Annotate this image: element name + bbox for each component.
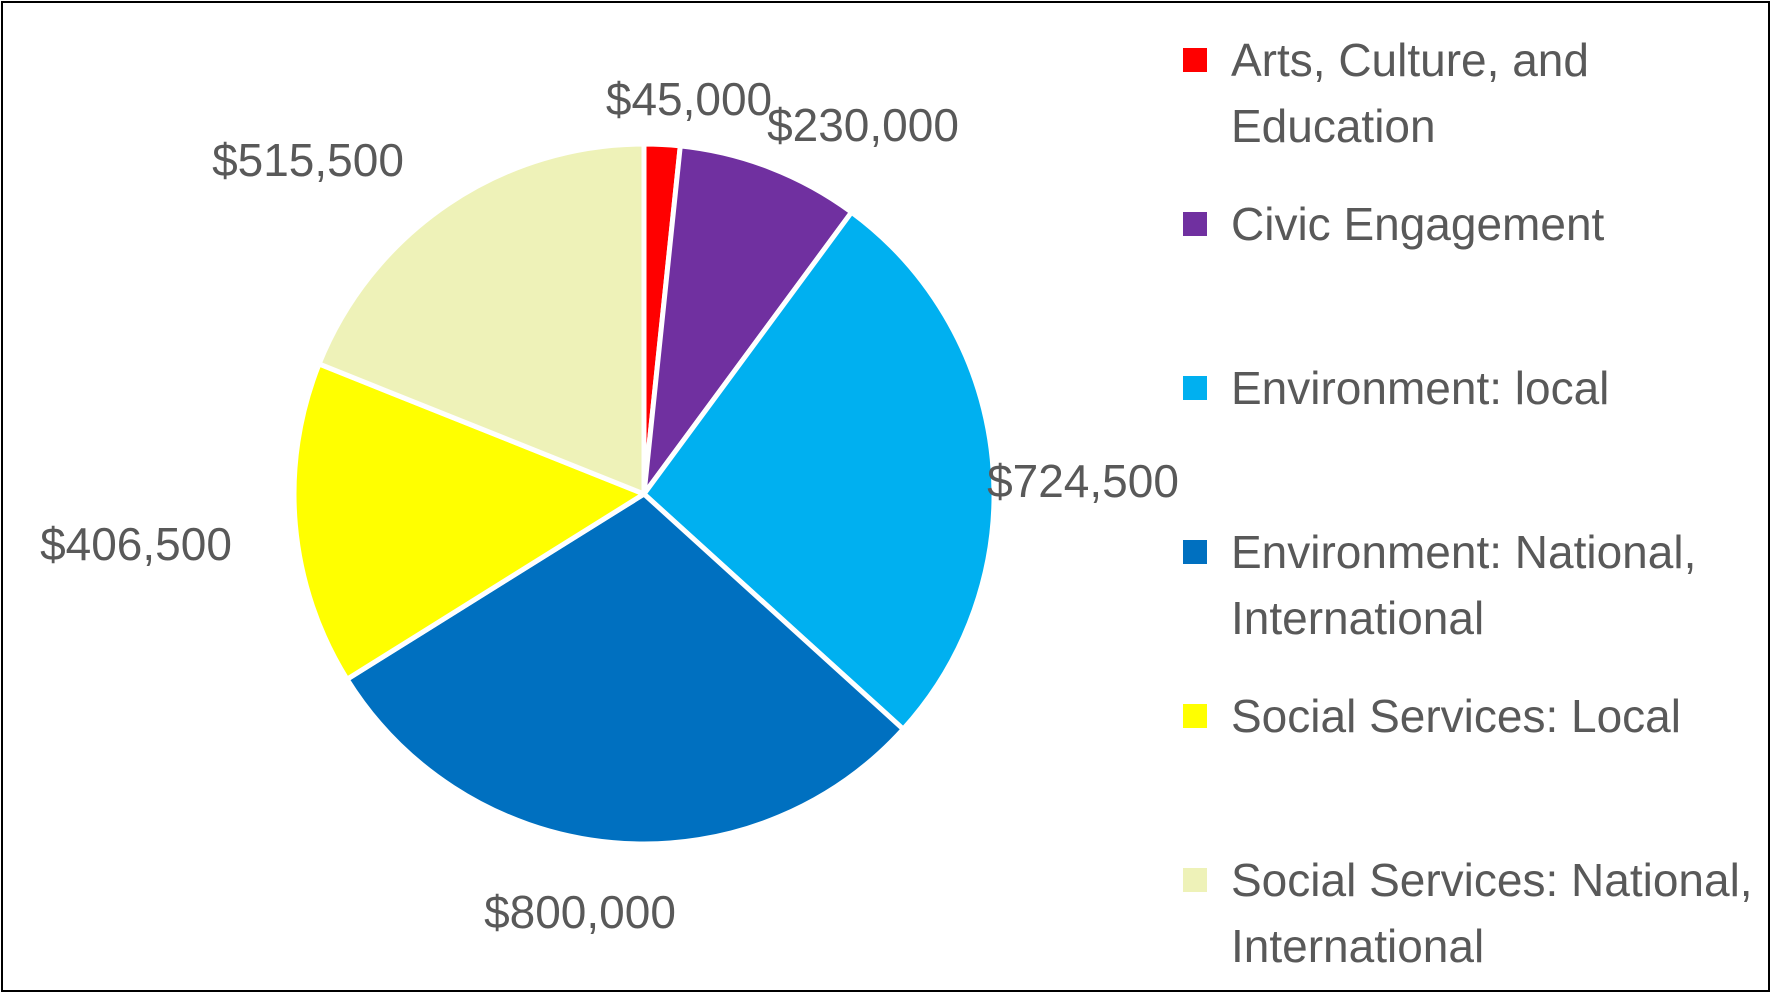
legend-label: Environment: local (1231, 362, 1610, 414)
legend-label: Social Services: Local (1231, 690, 1681, 742)
legend-label: Social Services: National, International (1231, 854, 1753, 972)
data-label: $230,000 (767, 99, 959, 151)
pie-slice (641, 143, 855, 497)
legend-swatch (1183, 704, 1207, 728)
data-label: $724,500 (987, 455, 1179, 507)
legend-swatch (1183, 212, 1207, 236)
legend-label: Arts, Culture, and Education (1231, 34, 1589, 152)
data-label: $800,000 (484, 886, 676, 938)
legend-swatch (1183, 540, 1207, 564)
data-label: $45,000 (606, 73, 772, 125)
pie-slice (641, 209, 997, 732)
legend-swatch (1183, 376, 1207, 400)
pie-slice (316, 141, 647, 497)
data-label: $406,500 (40, 518, 232, 570)
pie-slice (344, 491, 906, 847)
legend-swatch (1183, 48, 1207, 72)
legend-label: Environment: National, International (1231, 526, 1697, 644)
legend-label: Civic Engagement (1231, 198, 1605, 250)
pie-slice (291, 361, 647, 682)
data-label: $515,500 (212, 134, 404, 186)
legend-swatch (1183, 868, 1207, 892)
pie-chart: $45,000$230,000 $724,500 $800,000 $406,500 $… (40, 73, 1179, 938)
